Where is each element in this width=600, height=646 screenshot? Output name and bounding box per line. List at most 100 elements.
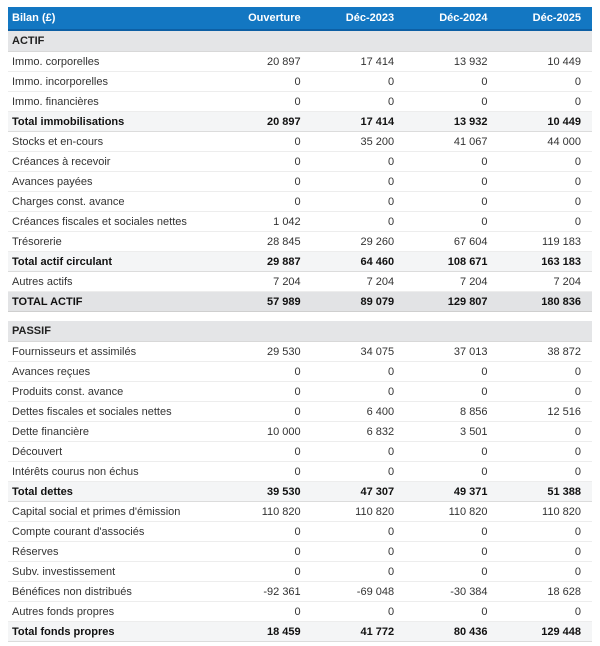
cell-value: 17 414 xyxy=(311,51,406,72)
cell-value: 17 414 xyxy=(311,111,406,132)
cell-value: 0 xyxy=(498,191,592,212)
row-label: Trésorerie xyxy=(8,231,219,252)
cell-value: 10 449 xyxy=(498,51,592,72)
table-row: TOTAL ACTIF 57 989 89 079 129 807 180 836 xyxy=(8,291,592,312)
cell-value: -30 384 xyxy=(405,581,499,602)
cell-value: 0 xyxy=(498,561,592,582)
cell-value: 0 xyxy=(311,191,406,212)
cell-value: 35 200 xyxy=(311,131,406,152)
cell-value: 0 xyxy=(405,441,499,462)
cell-value: 0 xyxy=(311,641,406,646)
cell-value: 12 516 xyxy=(498,401,592,422)
cell-value: 39 530 xyxy=(218,481,312,502)
cell-value: 0 xyxy=(498,361,592,382)
row-label: Autres fonds propres xyxy=(8,601,219,622)
row-label: Créances à recevoir xyxy=(8,151,219,172)
row-label: Immo. incorporelles xyxy=(8,71,219,92)
row-label: Fournisseurs et assimilés xyxy=(8,341,219,362)
cell-value: 0 xyxy=(498,91,592,112)
cell-value: 6 832 xyxy=(311,421,406,442)
table-row: Trésorerie 28 845 29 260 67 604 119 183 xyxy=(8,231,592,252)
table-row: Charges const. avance 0 0 0 0 xyxy=(8,191,592,212)
table-row: Bénéfices non distribués -92 361 -69 048 -3… xyxy=(8,581,592,602)
row-label: Produits const. avance xyxy=(8,381,219,402)
cell-value: 0 xyxy=(311,601,406,622)
cell-value: 41 067 xyxy=(405,131,499,152)
cell-value: 0 xyxy=(405,151,499,172)
table-row: Capital social et primes d'émission 110 8… xyxy=(8,501,592,522)
table-row: Total immobilisations 20 897 17 414 13 932 1… xyxy=(8,111,592,132)
cell-value: 0 xyxy=(218,151,312,172)
column-header-ouverture: Ouverture xyxy=(218,7,312,31)
cell-value: 7 204 xyxy=(405,271,499,292)
table-row: Autres fonds propres 0 0 0 0 xyxy=(8,601,592,622)
table-row: Avances reçues 0 0 0 0 xyxy=(8,361,592,382)
cell-value: 0 xyxy=(311,151,406,172)
row-label: Total immobilisations xyxy=(8,111,219,132)
section-header-row: ACTIF xyxy=(8,30,592,52)
column-header-dec-2023: Déc-2023 xyxy=(311,7,406,31)
row-label: Charges const. avance xyxy=(8,191,219,212)
cell-value: 10 449 xyxy=(498,111,592,132)
table-header-row: Bilan (£) Ouverture Déc-2023 Déc-2024 Dé… xyxy=(8,7,592,31)
cell-value: 49 371 xyxy=(405,481,499,502)
cell-value: 0 xyxy=(218,441,312,462)
row-label: Avances reçues xyxy=(8,361,219,382)
cell-value: 0 xyxy=(218,191,312,212)
cell-value: 7 204 xyxy=(311,271,406,292)
cell-value: 18 628 xyxy=(498,581,592,602)
cell-value: 0 xyxy=(405,561,499,582)
table-row: Stocks et en-cours 0 35 200 41 067 44 000 xyxy=(8,131,592,152)
cell-value: 0 xyxy=(218,601,312,622)
cell-value: 129 807 xyxy=(405,291,499,312)
cell-value: 0 xyxy=(405,211,499,232)
cell-value: 0 xyxy=(498,521,592,542)
cell-value: 29 530 xyxy=(218,341,312,362)
cell-value: 10 000 xyxy=(218,421,312,442)
row-label: Créances fiscales et sociales nettes xyxy=(8,211,219,232)
cell-value: 0 xyxy=(218,361,312,382)
cell-value: 0 xyxy=(218,171,312,192)
table-row: Découvert 0 0 0 0 xyxy=(8,441,592,462)
cell-value: 0 xyxy=(498,541,592,562)
row-label: Avances payées xyxy=(8,171,219,192)
cell-value: 67 604 xyxy=(405,231,499,252)
cell-value: 0 xyxy=(218,541,312,562)
cell-value: -69 048 xyxy=(311,581,406,602)
cell-value: 80 436 xyxy=(405,621,499,642)
cell-value: 28 845 xyxy=(218,231,312,252)
cell-value: 0 xyxy=(311,521,406,542)
table-row: Provisions pour risques et charges0000 xyxy=(8,641,592,646)
cell-value: 18 459 xyxy=(218,621,312,642)
row-label: Autres actifs xyxy=(8,271,219,292)
cell-value: 89 079 xyxy=(311,291,406,312)
section-title: ACTIF xyxy=(8,30,592,52)
cell-value: 0 xyxy=(498,461,592,482)
table-row: Créances fiscales et sociales nettes 1 04… xyxy=(8,211,592,232)
cell-value: 0 xyxy=(218,131,312,152)
cell-value: 20 897 xyxy=(218,51,312,72)
cell-value: 13 932 xyxy=(405,51,499,72)
cell-value: 119 183 xyxy=(498,231,592,252)
cell-value: 29 260 xyxy=(311,231,406,252)
row-label: Stocks et en-cours xyxy=(8,131,219,152)
cell-value: 20 897 xyxy=(218,111,312,132)
cell-value: 7 204 xyxy=(218,271,312,292)
cell-value: 0 xyxy=(218,71,312,92)
cell-value: 0 xyxy=(311,361,406,382)
cell-value: 0 xyxy=(405,91,499,112)
cell-value: 0 xyxy=(498,381,592,402)
cell-value: 3 501 xyxy=(405,421,499,442)
table-body: ACTIF Immo. corporelles 20 897 17 414 13 932… xyxy=(8,30,592,646)
row-label: Provisions pour risques et charges xyxy=(8,641,219,646)
table-row: Autres actifs 7 204 7 204 7 204 7 204 xyxy=(8,271,592,292)
column-header-dec-2025: Déc-2025 xyxy=(498,7,592,31)
row-label: Découvert xyxy=(8,441,219,462)
cell-value: 0 xyxy=(311,171,406,192)
cell-value: 0 xyxy=(218,561,312,582)
cell-value: 108 671 xyxy=(405,251,499,272)
cell-value: 0 xyxy=(311,71,406,92)
column-header-bilan: Bilan (£) xyxy=(8,7,219,31)
row-label: Bénéfices non distribués xyxy=(8,581,219,602)
cell-value: 38 872 xyxy=(498,341,592,362)
